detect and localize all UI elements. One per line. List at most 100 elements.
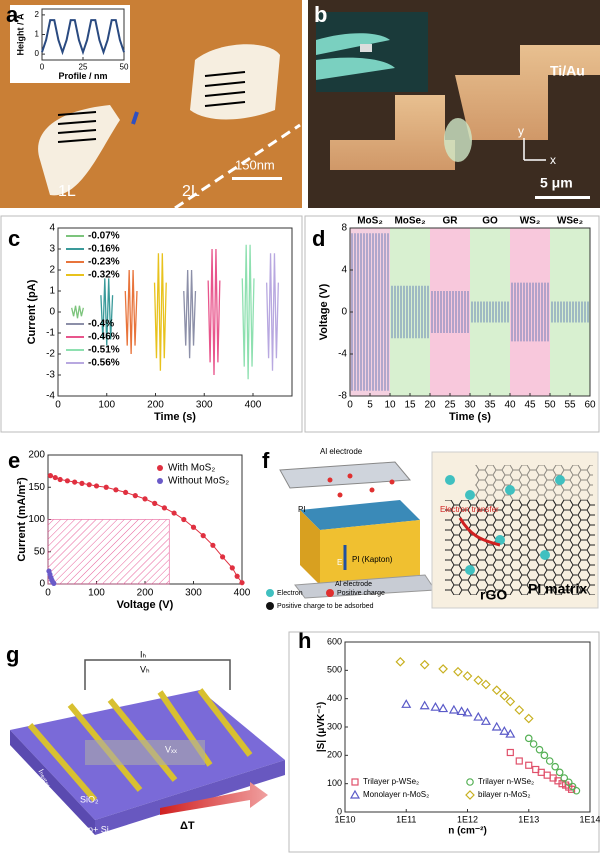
x-tick-label: 10: [384, 400, 396, 411]
y-tick-label: 1: [49, 286, 55, 297]
x-tick-label: 400: [245, 400, 262, 411]
substrate-front: [95, 760, 285, 835]
point: [181, 516, 187, 523]
point: [462, 671, 473, 681]
label: Al electrode: [320, 447, 363, 456]
label: PI matrix: [528, 581, 587, 597]
point: [529, 740, 538, 748]
x-tick-label: 20: [424, 400, 436, 411]
x-tick-label: 45: [524, 400, 536, 411]
legend-swatch: [466, 778, 474, 786]
x-tick-label: 200: [147, 400, 164, 411]
point: [491, 721, 502, 731]
legend-swatch: [349, 789, 361, 799]
point: [229, 565, 235, 571]
transfer-arrow: [458, 517, 501, 547]
y-tick-label: 500: [327, 665, 342, 675]
pi-lattice: [475, 465, 593, 505]
legend-text: -0.32%: [88, 270, 120, 281]
point: [142, 496, 148, 502]
y-tick-label: 3: [49, 244, 55, 255]
point: [210, 542, 216, 548]
x-tick-label: 300: [196, 400, 213, 411]
region-label: GR: [443, 216, 459, 227]
point: [545, 757, 554, 765]
voltage-spikes: [391, 285, 429, 339]
point: [234, 573, 240, 579]
y-tick-label: 100: [327, 778, 342, 788]
voltage-spikes: [511, 282, 549, 342]
arrows: [57, 71, 246, 143]
legend-swatch: [157, 478, 163, 484]
label: SiO₂: [80, 794, 99, 804]
region-label: GO: [482, 216, 498, 227]
profile-line: [131, 111, 139, 125]
signal-line: [207, 248, 221, 376]
label: ΔT: [180, 820, 195, 832]
y-tick-label: 4: [341, 265, 347, 276]
panel-label: d: [312, 226, 325, 251]
legend-swatch: [465, 790, 475, 800]
tmd-flake: [85, 740, 205, 765]
x-tick-label: 1E10: [334, 814, 355, 824]
y-tick-label: 200: [28, 450, 45, 461]
point: [506, 748, 514, 757]
x-tick-label: 100: [98, 400, 115, 411]
y-tick-label: 300: [327, 721, 342, 731]
legend-text: With MoS₂: [168, 463, 215, 474]
boundary: [174, 123, 301, 210]
point: [52, 474, 58, 481]
inset-background: [10, 5, 130, 83]
y-tick-label: 200: [327, 750, 342, 760]
x-tick-label: 400: [234, 588, 251, 599]
panel-label: c: [8, 226, 20, 251]
voltage-spikes: [431, 291, 469, 333]
panel-g: g Iₕ Vₕ Vₓₓ Iₕₑₐₜₑᵣ SiO₂ p+ Si ΔT: [0, 632, 288, 853]
legend-text: -0.07%: [88, 231, 120, 242]
point: [239, 580, 245, 586]
panel-frame: [304, 215, 600, 433]
y-tick-label: 1: [35, 30, 40, 39]
flake-left: [38, 105, 120, 196]
panel-label: a: [6, 2, 19, 27]
point: [543, 771, 551, 779]
kapton-side: [300, 510, 320, 585]
panel-f: f Al electrode PI E PI (Kapton) Al elect…: [258, 445, 600, 615]
point: [568, 782, 577, 791]
point: [79, 480, 85, 486]
legend-swatch: [157, 465, 163, 471]
y-tick-label: -1: [46, 328, 55, 339]
legend-text: bilayer n-MoS₂: [478, 790, 530, 799]
panel-label: h: [298, 628, 311, 653]
y-axis-title: Current (pA): [26, 279, 38, 344]
point: [473, 711, 484, 721]
y-tick-label: 0: [39, 579, 45, 590]
x-axis-title: Time (s): [449, 411, 491, 423]
device: [360, 44, 372, 52]
label: E: [337, 558, 342, 567]
x-tick-label: 25: [444, 400, 456, 411]
y-tick-label: -4: [338, 349, 347, 360]
x-tick-label: 200: [137, 588, 154, 599]
voltage-spikes: [471, 301, 509, 323]
x-tick-label: 0: [45, 588, 51, 599]
sample: [444, 118, 472, 162]
label: Electron transfer: [440, 505, 499, 514]
label: Vₓₓ: [165, 744, 177, 754]
point: [438, 703, 449, 713]
legend-text: -0.16%: [88, 244, 120, 255]
point: [430, 701, 441, 711]
point: [401, 699, 412, 708]
layer-label: 1L: [58, 183, 76, 200]
y-tick-label: 0: [49, 307, 55, 318]
point: [572, 786, 581, 795]
y-axis-title: Height / Å: [16, 13, 26, 55]
scale-bar: [232, 177, 282, 180]
y-axis-title: |S| (μVK⁻¹): [316, 702, 327, 752]
x-axis-title: Voltage (V): [117, 599, 174, 611]
point: [132, 493, 138, 499]
x-tick-label: 15: [404, 400, 416, 411]
electrode-label: Ti/Au: [550, 63, 585, 79]
label: Al electrode: [335, 581, 372, 588]
legend-text: Electron: [277, 590, 303, 597]
